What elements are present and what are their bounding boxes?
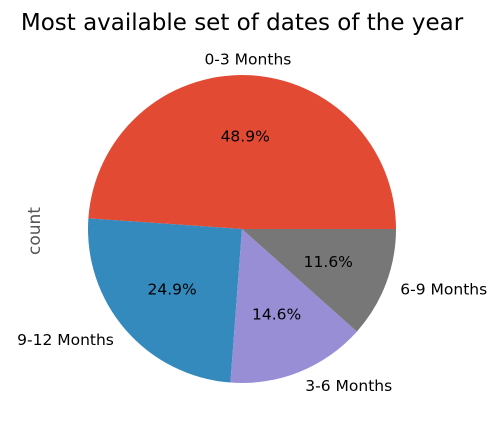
pie-slices [88,75,397,383]
slice-percent-label: 24.9% [147,280,196,298]
pie-slice-6-9-months [242,229,396,332]
slice-label: 6-9 Months [400,280,487,298]
slice-percent-label: 11.6% [304,253,353,271]
y-axis-label: count [25,207,45,255]
slice-label: 9-12 Months [17,331,114,349]
slice-label: 3-6 Months [305,377,392,395]
slice-label: 0-3 Months [204,51,291,69]
slice-percent-label: 14.6% [252,306,301,324]
chart-title: Most available set of dates of the year [21,10,464,36]
pie-slice-0-3-months [88,75,397,230]
pie-slice-9-12-months [88,218,242,383]
pie-labels: 0-3 Months 48.9% 9-12 Months 24.9% 3-6 Month… [17,51,487,395]
slice-percent-label: 48.9% [221,128,270,146]
pie-slice-3-6-months [230,229,357,383]
